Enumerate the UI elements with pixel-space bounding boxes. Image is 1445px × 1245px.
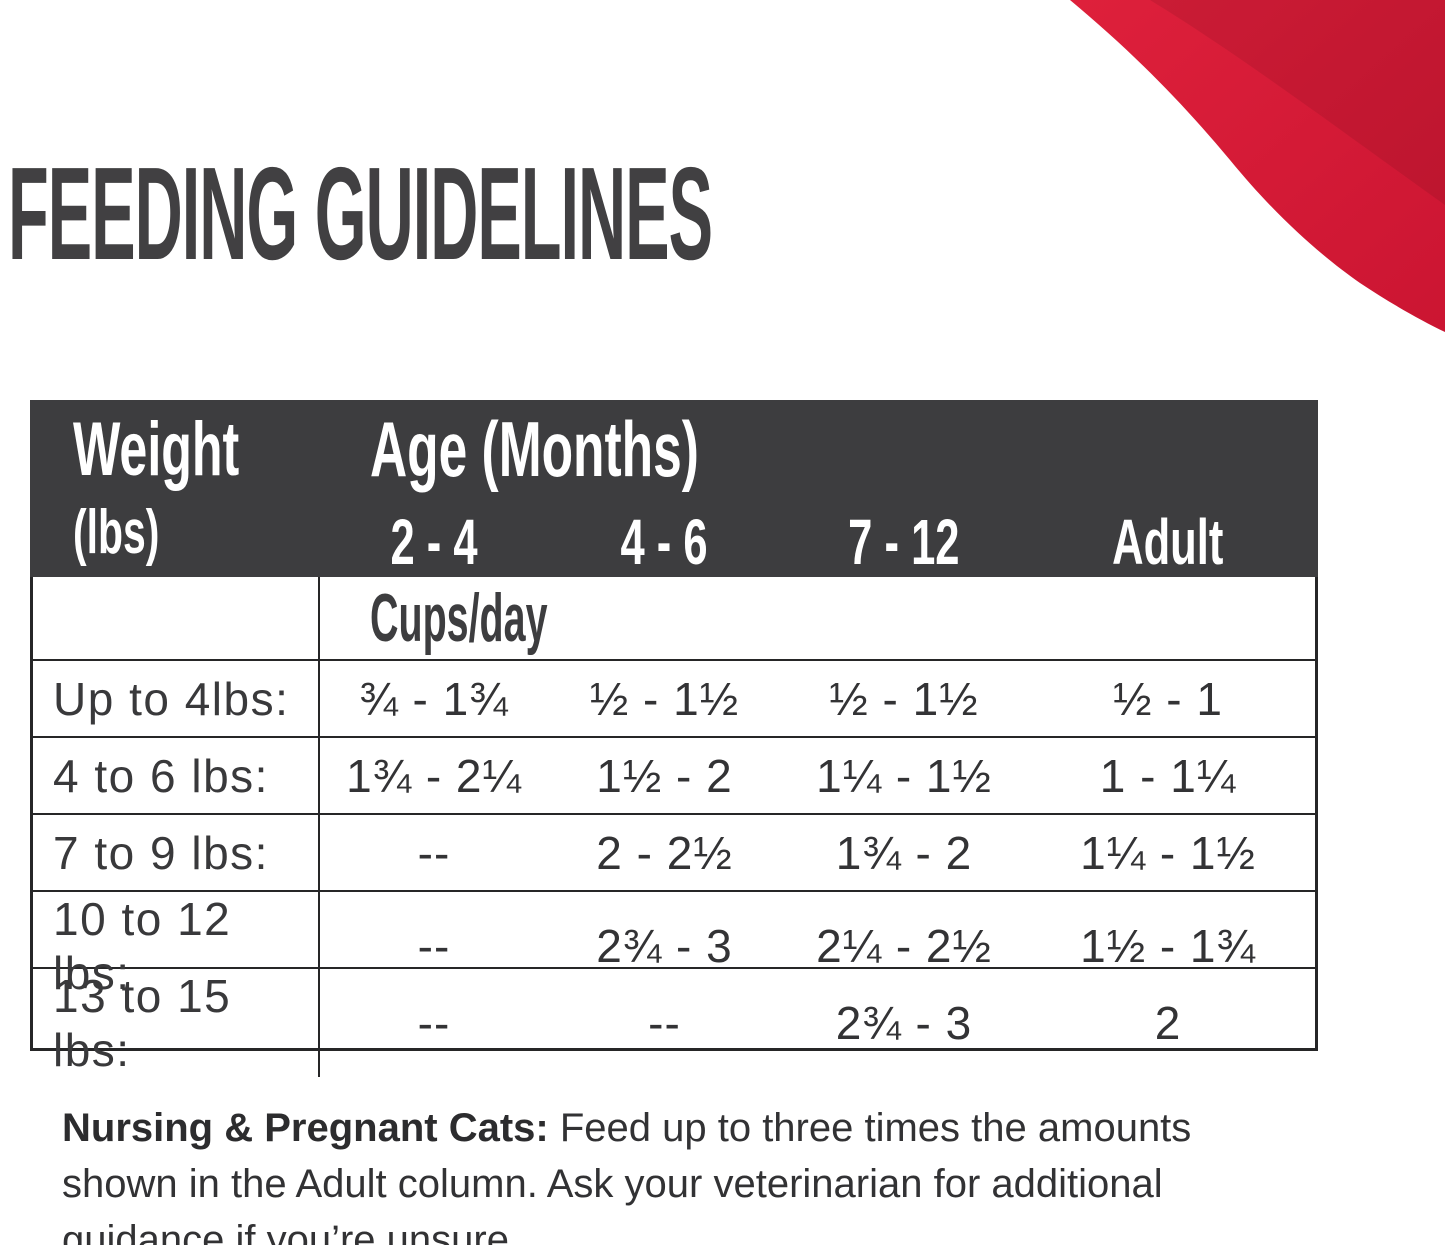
table-row: 4 to 6 lbs: 1¾ - 2¼ 1½ - 2 1¼ - 1½ 1 - 1…	[33, 738, 1315, 815]
row-value: 1½ - 2	[596, 749, 733, 802]
header-col-4-6-label: 4 - 6	[620, 506, 709, 578]
note-line-3: guidance if you’re unsure.	[62, 1218, 521, 1245]
row-value: 2 - 2½	[596, 826, 733, 879]
header-col-4-6: 4 - 6	[548, 510, 781, 574]
row-value: --	[417, 997, 451, 1049]
header-col-adult: Adult	[1027, 510, 1309, 574]
note-line-1: Nursing & Pregnant Cats: Feed up to thre…	[62, 1100, 1392, 1156]
row-value: --	[417, 920, 451, 972]
row-value: 1 - 1¼	[1099, 749, 1237, 802]
table-row: Up to 4lbs: ¾ - 1¾ ½ - 1½ ½ - 1½ ½ - 1	[33, 661, 1315, 738]
nursing-pregnant-note: Nursing & Pregnant Cats: Feed up to thre…	[62, 1100, 1392, 1245]
row-value: ½ - 1	[1113, 672, 1223, 725]
table-row: 13 to 15 lbs: -- -- 2¾ - 3 2	[33, 969, 1315, 1077]
note-line-2: shown in the Adult column. Ask your vete…	[62, 1162, 1163, 1206]
row-weight-label: 13 to 15 lbs:	[33, 969, 320, 1077]
row-weight-label: Up to 4lbs:	[33, 661, 320, 736]
row-weight-label: 10 to 12 lbs:	[33, 892, 320, 1000]
row-value: 1¼ - 1½	[1080, 826, 1256, 879]
row-value: ¾ - 1¾	[359, 672, 509, 725]
row-value: 1¼ - 1½	[816, 749, 992, 802]
header-weight-unit: (lbs)	[73, 498, 160, 567]
units-row-label-cell: Cups/day	[320, 577, 1315, 659]
header-weight-label: Weight	[73, 407, 240, 492]
note-line-1-text: Feed up to three times the amounts	[548, 1106, 1192, 1150]
table-row: 7 to 9 lbs: -- 2 - 2½ 1¾ - 2 1¼ - 1½	[33, 815, 1315, 892]
header-age-label: Age (Months)	[370, 405, 699, 493]
row-value: 2¾ - 3	[835, 997, 973, 1049]
row-weight-label: 7 to 9 lbs:	[33, 815, 320, 890]
header-col-adult-label: Adult	[1112, 506, 1224, 578]
feeding-table: Weight (lbs) Age (Months) 2 - 4 4 - 6 7 …	[30, 400, 1318, 1077]
header-col-7-12-label: 7 - 12	[848, 506, 960, 578]
note-heading: Nursing & Pregnant Cats:	[62, 1106, 549, 1150]
row-value: 1¾ - 2	[835, 826, 973, 879]
red-swoosh-graphic	[1070, 0, 1445, 332]
row-value: --	[417, 826, 451, 879]
page-title: FEEDING GUIDELINES	[8, 140, 713, 287]
row-value: 1½ - 1¾	[1080, 920, 1256, 972]
row-weight-label: 4 to 6 lbs:	[33, 738, 320, 813]
units-row-weight-cell	[33, 577, 320, 659]
row-value: 2¾ - 3	[596, 920, 733, 972]
table-row: 10 to 12 lbs: -- 2¾ - 3 2¼ - 2½ 1½ - 1¾	[33, 892, 1315, 1000]
row-value: 2	[1154, 997, 1182, 1049]
header-col-2-4-label: 2 - 4	[390, 506, 478, 578]
header-col-2-4: 2 - 4	[320, 510, 548, 574]
row-value: ½ - 1½	[589, 672, 740, 725]
row-value: --	[648, 997, 681, 1049]
row-value: 1¾ - 2¼	[346, 749, 522, 802]
table-header: Weight (lbs) Age (Months) 2 - 4 4 - 6 7 …	[30, 400, 1318, 577]
units-label: Cups/day	[370, 580, 548, 656]
header-col-7-12: 7 - 12	[781, 510, 1027, 574]
units-row: Cups/day	[33, 577, 1315, 661]
header-age-columns: 2 - 4 4 - 6 7 - 12 Adult	[320, 510, 1309, 574]
row-value: ½ - 1½	[829, 672, 979, 725]
row-value: 2¼ - 2½	[816, 920, 992, 972]
